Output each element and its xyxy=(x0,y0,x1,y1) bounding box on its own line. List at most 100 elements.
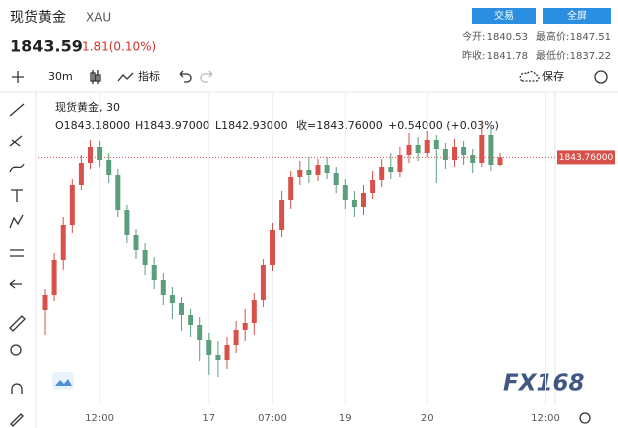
candle-body xyxy=(342,185,348,200)
fullscreen-label[interactable]: 全屏 xyxy=(567,9,587,22)
candle-body xyxy=(379,167,385,180)
title: 现货黄金 xyxy=(10,9,66,26)
candle-body xyxy=(397,155,403,172)
candle-body xyxy=(179,303,184,315)
zoom-tool[interactable] xyxy=(10,344,22,356)
watermark: FX168 xyxy=(503,371,584,397)
candle-body xyxy=(497,157,503,165)
stat-label: 今开: xyxy=(462,30,485,43)
pencil-tool[interactable] xyxy=(10,413,24,427)
candle-body xyxy=(215,355,221,360)
candle-body xyxy=(169,295,175,303)
trade-label[interactable]: 交易 xyxy=(494,9,514,22)
candle-body xyxy=(424,140,430,153)
candle-body xyxy=(78,163,84,185)
legend-low: L1842.93000 xyxy=(215,119,288,132)
stat-value: 1840.53 xyxy=(487,32,528,43)
x-tick-label: 12:00 xyxy=(85,413,114,424)
cloud-icon[interactable] xyxy=(519,70,540,82)
x-tick-label: 20 xyxy=(421,413,434,424)
candle-body xyxy=(297,170,303,177)
stat-label: 昨收: xyxy=(462,49,485,62)
candle-body xyxy=(306,170,312,175)
interval[interactable]: 30m xyxy=(48,70,73,83)
legend-name: 现货黄金, 30 xyxy=(55,100,120,114)
save[interactable]: 保存 xyxy=(542,69,564,83)
undo[interactable] xyxy=(179,70,192,83)
candle-body xyxy=(188,315,194,325)
line-tool[interactable] xyxy=(9,103,25,117)
candle-body xyxy=(415,145,421,153)
magnet-tool[interactable] xyxy=(11,383,23,394)
redo[interactable] xyxy=(200,70,213,83)
fib-tool[interactable] xyxy=(9,135,23,147)
candle-body xyxy=(233,330,239,345)
ruler-tool[interactable] xyxy=(9,315,26,332)
candle-body xyxy=(442,149,448,160)
candle-body xyxy=(333,173,339,185)
pattern-tool[interactable] xyxy=(9,214,24,229)
indicator-icon[interactable] xyxy=(117,72,134,82)
candle-body xyxy=(42,295,48,310)
candle-body xyxy=(315,165,321,175)
legend-change: +0.54000 (+0.03%) xyxy=(388,119,499,132)
candle-body xyxy=(351,200,357,207)
change: 1.81(0.10%) xyxy=(82,40,156,54)
trade-button[interactable] xyxy=(472,8,536,24)
candle-body xyxy=(160,280,166,295)
legend-close: 收=1843.76000 xyxy=(296,118,383,132)
candle-body xyxy=(270,230,275,265)
candle-body xyxy=(88,147,93,163)
indicators[interactable]: 指标 xyxy=(138,69,160,83)
candle-body xyxy=(406,145,412,155)
chart-type[interactable] xyxy=(90,70,101,84)
candle-body xyxy=(142,250,148,265)
crosshair-tool[interactable] xyxy=(12,71,24,83)
settings[interactable] xyxy=(594,70,608,84)
last-price-box xyxy=(557,150,615,165)
x-tick-label: 07:00 xyxy=(258,413,287,424)
candle-body xyxy=(260,265,266,300)
legend-open: O1843.18000 xyxy=(55,119,130,132)
candle-body xyxy=(288,177,294,200)
candle-body xyxy=(324,165,330,173)
candle-body xyxy=(470,155,476,163)
fullscreen-button[interactable] xyxy=(543,8,611,24)
candle-body xyxy=(251,300,257,323)
x-tick-label: 12:00 xyxy=(531,413,560,424)
candle-body xyxy=(242,323,248,330)
brush-tool[interactable] xyxy=(9,163,25,173)
candle-body xyxy=(133,235,139,250)
price: 1843.59 xyxy=(10,37,83,56)
logo-button[interactable] xyxy=(52,372,74,390)
x-tick-label: 17 xyxy=(202,413,215,424)
stat-label: 最低价: xyxy=(536,49,569,62)
candle-body xyxy=(224,345,230,360)
candle-body xyxy=(488,135,494,165)
candle-body xyxy=(51,260,57,295)
candle-body xyxy=(124,210,130,235)
candle-body xyxy=(60,225,66,260)
candle-body xyxy=(433,140,439,149)
candle-body xyxy=(361,193,366,207)
candle-body xyxy=(69,185,75,225)
candle-body xyxy=(197,325,203,340)
candle-body xyxy=(97,147,103,160)
axis-settings[interactable] xyxy=(579,412,591,424)
symbol: XAU xyxy=(86,11,111,25)
measure-tool[interactable] xyxy=(10,249,24,257)
candle-body xyxy=(115,175,121,210)
candle-body xyxy=(479,135,485,163)
logo-icon xyxy=(55,379,72,386)
back-tool[interactable] xyxy=(9,279,22,289)
text-tool[interactable] xyxy=(11,189,23,202)
candle-body xyxy=(106,160,112,175)
candle-body xyxy=(370,180,376,193)
stat-value: 1841.78 xyxy=(487,51,528,62)
sidebar xyxy=(9,103,26,427)
candle-body xyxy=(206,340,212,355)
stat-label: 最高价: xyxy=(536,30,569,43)
legend-high: H1843.97000 xyxy=(135,119,210,132)
